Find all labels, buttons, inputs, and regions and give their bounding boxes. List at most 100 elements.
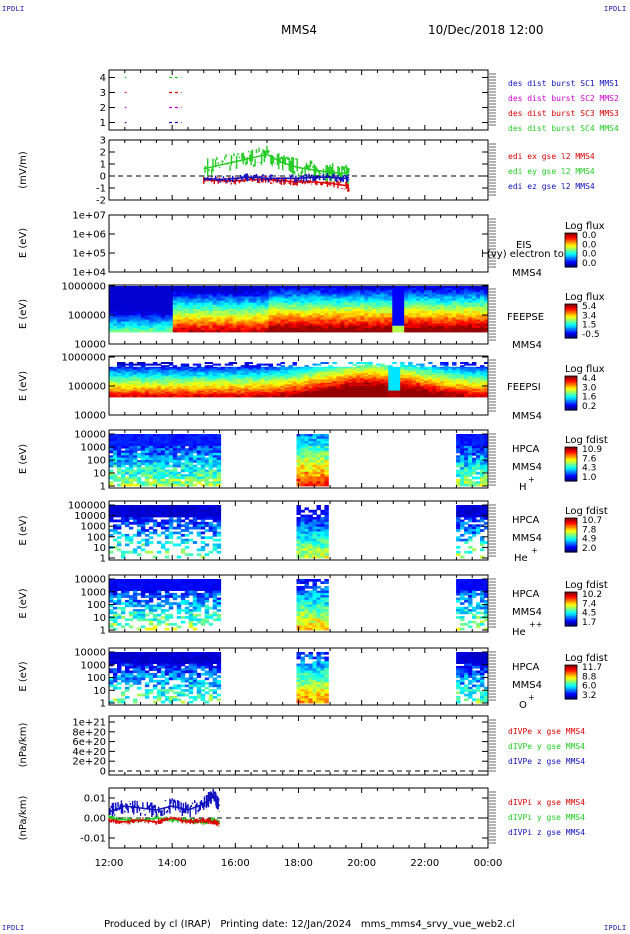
feepsi-cell bbox=[152, 390, 158, 393]
feepse-cell bbox=[480, 302, 485, 306]
feepse-cell bbox=[156, 311, 162, 314]
eis-colorbar-cell bbox=[565, 255, 577, 258]
feepsi-cell bbox=[444, 385, 449, 388]
feepse-cell bbox=[244, 319, 249, 322]
feepsi-cell bbox=[408, 379, 413, 382]
feepsi-cell bbox=[196, 395, 202, 398]
feepsi-cell bbox=[392, 387, 397, 390]
feepse-cell bbox=[356, 292, 361, 295]
feepsi-cell bbox=[136, 370, 142, 372]
feepsi-cell bbox=[324, 376, 329, 379]
feepsi-cell bbox=[364, 373, 369, 376]
feepse-cell bbox=[240, 309, 246, 312]
feepse-cell bbox=[232, 313, 238, 316]
feepsi-cell bbox=[168, 379, 174, 382]
feepse-cell bbox=[160, 302, 166, 306]
feepse-cell bbox=[176, 300, 182, 304]
feepsi-cell bbox=[125, 381, 130, 384]
feepsi-cell bbox=[228, 387, 234, 390]
feepse-cell bbox=[376, 300, 381, 304]
feepsi-cell bbox=[200, 376, 206, 379]
feepsi-cell bbox=[256, 395, 261, 398]
feepse-cell bbox=[208, 304, 214, 308]
feepse-cell bbox=[236, 319, 242, 322]
feepsi-cell bbox=[464, 362, 469, 364]
feepsi-cell bbox=[308, 371, 313, 374]
feepsi-cell bbox=[109, 366, 114, 369]
feepse-cell bbox=[312, 317, 317, 320]
feepse-cell bbox=[308, 329, 313, 333]
feepse-cell bbox=[232, 304, 238, 308]
feepsi-cell bbox=[148, 374, 154, 377]
feepse-cell bbox=[420, 290, 425, 293]
feepsi-cell bbox=[384, 374, 389, 377]
feepse-cell bbox=[276, 309, 281, 312]
feepse-cell bbox=[316, 288, 321, 291]
feepse-cell bbox=[240, 286, 246, 289]
feepse-cell bbox=[464, 313, 469, 316]
feepsi-cell bbox=[384, 389, 389, 391]
feepsi-cell bbox=[156, 384, 162, 387]
feepse-cell bbox=[172, 313, 178, 316]
feepsi-cell bbox=[272, 389, 277, 391]
feepse-cell bbox=[200, 306, 206, 310]
feepse-cell bbox=[352, 323, 357, 327]
feepsi-cell bbox=[200, 381, 206, 384]
feepse-cell bbox=[176, 319, 182, 322]
feepse-cell bbox=[324, 321, 329, 324]
hpca_h-cell bbox=[121, 436, 126, 440]
feepse-colorbar-cell bbox=[565, 304, 577, 307]
feepsi-cell bbox=[236, 387, 242, 390]
feepse-cell bbox=[480, 306, 485, 310]
feepsi-cell bbox=[109, 384, 114, 387]
feepsi-cell bbox=[436, 366, 441, 369]
feepse-cell bbox=[424, 300, 429, 304]
feepsi-cell bbox=[200, 371, 206, 374]
feepsi-cell bbox=[352, 384, 357, 387]
feepsi-cell bbox=[476, 376, 481, 379]
feepsi-cell bbox=[468, 376, 473, 379]
feepse-cell bbox=[316, 311, 321, 314]
feepse-cell bbox=[140, 321, 146, 324]
feepsi-cell bbox=[472, 363, 477, 366]
feepse-cell bbox=[200, 329, 206, 333]
feepse-cell bbox=[420, 300, 425, 304]
feepsi-cell bbox=[444, 379, 449, 382]
feepse-cell bbox=[384, 302, 389, 306]
eis-frame bbox=[108, 214, 489, 273]
feepse-cell bbox=[412, 290, 417, 293]
feepsi-cell bbox=[184, 387, 190, 390]
feepsi-cell bbox=[296, 377, 301, 380]
feepse-cell bbox=[380, 325, 385, 329]
feepse-cell bbox=[208, 311, 214, 314]
feepsi-cell bbox=[420, 371, 425, 374]
feepsi-cell bbox=[140, 366, 146, 369]
feepsi-cell bbox=[428, 368, 433, 371]
feepse-cell bbox=[476, 327, 481, 331]
feepse-cell bbox=[360, 315, 365, 318]
feepsi-cell bbox=[412, 389, 417, 391]
feepsi-cell bbox=[376, 371, 381, 374]
feepse-cell bbox=[168, 292, 174, 295]
feepse-cell bbox=[188, 292, 194, 295]
feepse-cell bbox=[125, 321, 130, 324]
feepsi-cell bbox=[432, 385, 437, 388]
feepsi-cell bbox=[292, 371, 297, 374]
feepsi-cell bbox=[121, 366, 126, 369]
feepsi-cell bbox=[244, 362, 249, 364]
feepse-cell bbox=[332, 321, 337, 324]
feepse-cell bbox=[164, 294, 170, 297]
eis-colorbar-cell bbox=[565, 237, 577, 240]
feepsi-cell bbox=[484, 385, 489, 388]
feepsi-cell bbox=[440, 370, 445, 372]
feepsi-cell bbox=[452, 395, 457, 398]
feepsi-cell bbox=[332, 393, 337, 396]
feepse-cell bbox=[276, 288, 281, 291]
feepsi-cell bbox=[424, 384, 429, 387]
feepsi-cell bbox=[376, 395, 381, 398]
feepsi-cell bbox=[408, 382, 413, 385]
feepsi-cell bbox=[480, 366, 485, 369]
feepsi-cell bbox=[364, 393, 369, 396]
feepse-cell bbox=[268, 296, 273, 299]
eis-colorbar-cell bbox=[565, 250, 577, 253]
